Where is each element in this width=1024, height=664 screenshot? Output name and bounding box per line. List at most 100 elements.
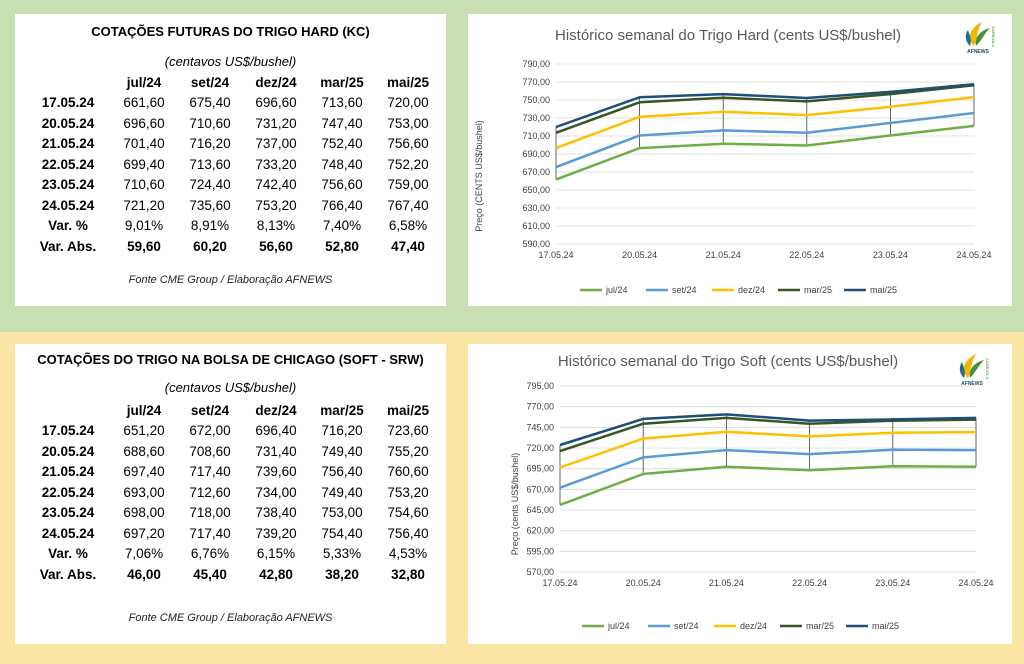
series-lines (555, 83, 975, 181)
row-date: 23.05.24 (41, 505, 95, 521)
legend: jul/24 set/24 dez/24 mar/25 mai/25 (582, 621, 899, 631)
table-cell: 661,60 (123, 95, 165, 111)
table-cell: 756,40 (387, 525, 429, 541)
chart-title: Histórico semanal do Trigo Soft (cents U… (558, 353, 898, 370)
table-cell: 693,00 (123, 484, 165, 500)
column-header: jul/24 (126, 74, 162, 90)
legend-label: dez/24 (740, 621, 767, 631)
table-cell: 748,40 (321, 156, 363, 172)
table-cell: 696,60 (255, 95, 297, 111)
legend-label: jul/24 (605, 285, 628, 295)
y-tick-label: 620,00 (526, 526, 554, 536)
table-cell: 45,40 (193, 566, 227, 582)
grid-lines (560, 385, 976, 573)
afnews-logo: AFNEWS AGRÍCOLA (965, 22, 996, 55)
x-tick-label: 20.05.24 (626, 578, 661, 588)
table-cell: 767,40 (387, 197, 429, 213)
y-tick-label: 795,00 (526, 381, 554, 391)
soft-table-title: COTAÇÕES DO TRIGO NA BOLSA DE CHICAGO (S… (37, 352, 424, 367)
table-cell: 52,80 (325, 238, 359, 254)
y-tick-label: 670,00 (522, 167, 550, 177)
series-line (555, 124, 975, 181)
drop-lines (555, 84, 975, 180)
y-tick-label: 610,00 (522, 221, 550, 231)
table-cell: 717,40 (189, 525, 231, 541)
legend: jul/24 set/24 dez/24 mar/25 mai/25 (580, 285, 897, 295)
y-tick-label: 730,00 (522, 113, 550, 123)
table-cell: 738,40 (255, 505, 297, 521)
table-cell: 737,00 (255, 136, 297, 152)
table-cell: 701,40 (123, 136, 165, 152)
y-tick-label: 710,00 (522, 131, 550, 141)
column-header: dez/24 (255, 402, 297, 418)
series-lines (559, 413, 977, 507)
column-header: mai/25 (386, 74, 430, 90)
table-cell: 753,00 (321, 505, 363, 521)
row-date: 21.05.24 (41, 136, 95, 152)
table-cell: 753,00 (387, 115, 429, 131)
table-row: 20.05.24 696,60 710,60 731,20 747,40 753… (25, 113, 441, 134)
table-cell: 716,20 (189, 136, 231, 152)
table-cell: 8,13% (256, 218, 296, 234)
table-cell: 766,40 (321, 197, 363, 213)
soft-quotes-panel: COTAÇÕES DO TRIGO NA BOLSA DE CHICAGO (S… (15, 344, 446, 644)
table-cell: 56,60 (259, 238, 293, 254)
row-date: 22.05.24 (41, 156, 95, 172)
table-cell: 7,40% (322, 218, 362, 234)
chart-title: Histórico semanal do Trigo Hard (cents U… (555, 27, 901, 44)
table-cell: 8,91% (190, 218, 230, 234)
table-cell: 735,60 (189, 197, 231, 213)
var-abs-row: Var. Abs. 59,60 60,20 56,60 52,80 47,40 (25, 236, 441, 257)
table-cell: 651,20 (123, 423, 165, 439)
table-cell: 4,53% (388, 546, 428, 562)
legend-label: set/24 (674, 621, 699, 631)
table-cell: 755,20 (387, 443, 429, 459)
table-cell: 718,00 (189, 505, 231, 521)
table-cell: 5,33% (322, 546, 362, 562)
table-cell: 672,00 (189, 423, 231, 439)
afnews-logo: AFNEWS AGRÍCOLA (959, 354, 990, 387)
row-date: 20.05.24 (41, 115, 95, 131)
row-date: 17.05.24 (41, 423, 95, 439)
table-cell: 6,15% (256, 546, 296, 562)
table-header-row: jul/24 set/24 dez/24 mar/25 mai/25 (25, 72, 441, 93)
table-cell: 47,40 (391, 238, 425, 254)
y-tick-label: 670,00 (526, 484, 554, 494)
table-cell: 6,58% (388, 218, 428, 234)
table-cell: 733,20 (255, 156, 297, 172)
table-cell: 38,20 (325, 566, 359, 582)
var-abs-label: Var. Abs. (39, 566, 97, 582)
y-tick-label: 595,00 (526, 546, 554, 556)
series-line (559, 430, 977, 469)
table-cell: 712,60 (189, 484, 231, 500)
table-cell: 747,40 (321, 115, 363, 131)
y-tick-label: 770,00 (526, 402, 554, 412)
table-cell: 753,20 (387, 484, 429, 500)
row-date: 23.05.24 (41, 177, 95, 193)
table-row: 24.05.24 721,20 735,60 753,20 766,40 767… (25, 195, 441, 216)
legend-label: mai/25 (872, 621, 899, 631)
row-date: 20.05.24 (41, 443, 95, 459)
y-tick-label: 695,00 (526, 464, 554, 474)
table-cell: 6,76% (190, 546, 230, 562)
table-row: 22.05.24 693,00 712,60 734,00 749,40 753… (25, 482, 441, 503)
var-abs-row: Var. Abs. 46,00 45,40 42,80 38,20 32,80 (25, 564, 441, 585)
drop-lines (559, 414, 977, 505)
table-cell: 756,60 (387, 136, 429, 152)
table-header-row: jul/24 set/24 dez/24 mar/25 mai/25 (25, 400, 441, 421)
table-cell: 756,60 (321, 177, 363, 193)
table-cell: 696,60 (123, 115, 165, 131)
table-row: 20.05.24 688,60 708,60 731,40 749,40 755… (25, 441, 441, 462)
row-date: 22.05.24 (41, 484, 95, 500)
table-cell: 713,60 (189, 156, 231, 172)
table-row: 17.05.24 651,20 672,00 696,40 716,20 723… (25, 421, 441, 442)
series-line (559, 448, 977, 489)
y-axis-label: Preço (cents US$/bushel) (510, 453, 520, 556)
x-tick-label: 21.05.24 (709, 578, 744, 588)
table-cell: 752,20 (387, 156, 429, 172)
legend-label: mar/25 (804, 285, 832, 295)
table-cell: 734,00 (255, 484, 297, 500)
legend-label: dez/24 (738, 285, 765, 295)
x-tick-label: 17.05.24 (542, 578, 577, 588)
column-header: mar/25 (320, 74, 364, 90)
